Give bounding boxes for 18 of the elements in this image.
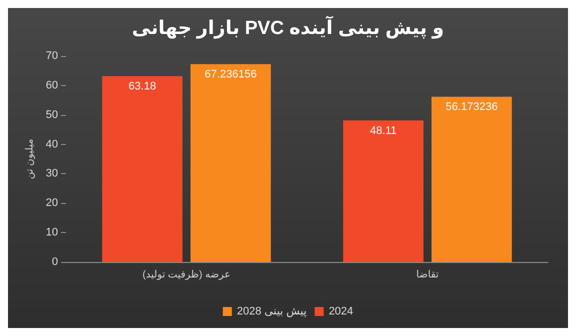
y-tick-label: 50 bbox=[46, 108, 58, 121]
y-tick-label: 40 bbox=[46, 138, 58, 150]
data-label: 56.173236 bbox=[446, 101, 498, 114]
y-tick-label: 20 bbox=[46, 197, 58, 210]
legend-label: پیش بینی 2028 bbox=[236, 306, 307, 318]
y-tick-label: 70 bbox=[46, 50, 58, 62]
x-tick-label: تقاضا bbox=[416, 270, 439, 280]
x-tick-label: عرضه (ظرفیت تولید) bbox=[142, 270, 230, 280]
data-label: 63.18 bbox=[128, 80, 156, 93]
data-label: 67.236156 bbox=[204, 68, 257, 81]
data-label: 48.11 bbox=[370, 124, 397, 137]
y-tick-label: 30 bbox=[46, 168, 58, 180]
y-tick-label: 10 bbox=[46, 226, 58, 239]
chart-title: بازار جهانی PVC و پیش بینی آینده bbox=[132, 15, 444, 39]
y-tick-label: 0 bbox=[52, 256, 58, 268]
y-axis-title: میلیون تن bbox=[24, 138, 36, 180]
y-tick-label: 60 bbox=[46, 79, 58, 92]
legend-label: 2024 bbox=[328, 306, 354, 318]
